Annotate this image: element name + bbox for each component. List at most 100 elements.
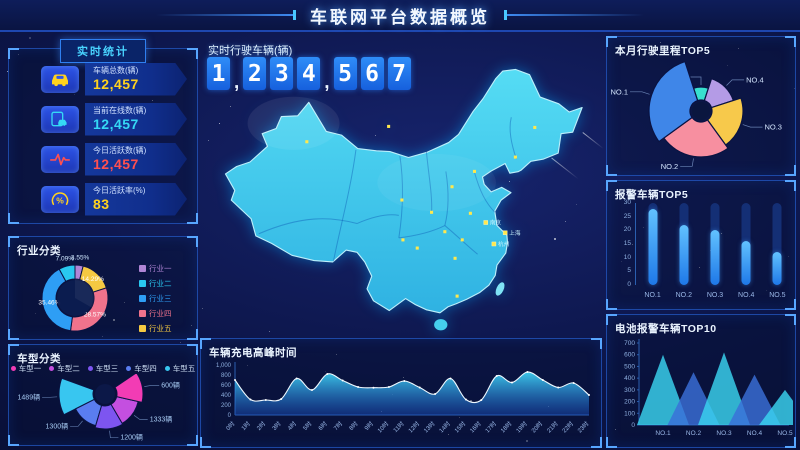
svg-text:%: % bbox=[56, 195, 64, 205]
map-dot bbox=[443, 230, 447, 234]
map-dot bbox=[453, 256, 457, 260]
triangle-NO.4 bbox=[728, 374, 781, 425]
y-tick-label: 0 bbox=[631, 422, 635, 429]
counter-digit: 3 bbox=[270, 57, 294, 90]
y-tick-label: 0 bbox=[627, 281, 631, 288]
bar-NO.5 bbox=[772, 252, 782, 285]
x-tick-label: 21时 bbox=[545, 420, 560, 435]
charging-peak-panel: 车辆充电高峰时间 1,000 800 600 400 200 0 0时 1时 2时 3时 4时 5时 6… bbox=[200, 338, 602, 448]
donut-center bbox=[57, 280, 93, 316]
stat-label: 车辆总数(辆) bbox=[93, 65, 139, 75]
star bbox=[202, 308, 203, 309]
mileage-slice-label: NO.2 bbox=[661, 162, 679, 171]
data-point bbox=[403, 380, 406, 382]
industry-panel-title: 行业分类 bbox=[17, 245, 61, 257]
map-dot bbox=[305, 140, 309, 144]
rose-slice-车型五 bbox=[58, 377, 95, 416]
y-tick-label: 600 bbox=[624, 352, 635, 359]
bar-column-NO.4: NO.4 bbox=[731, 203, 762, 299]
bar-NO.1 bbox=[648, 208, 658, 285]
stat-label: 当前在线数(辆) bbox=[93, 105, 147, 115]
y-tick-label: 25 bbox=[623, 212, 631, 220]
bars-area: NO.1 NO.2 NO.3 NO.4 NO.5 bbox=[637, 203, 793, 299]
x-tick-label: 14时 bbox=[437, 420, 452, 435]
city-label: 杭州 bbox=[498, 240, 510, 248]
percent-gauge-icon: % bbox=[41, 185, 79, 213]
x-tick-label: 23时 bbox=[576, 420, 591, 435]
legend-item-车型二[interactable]: 车型二 bbox=[49, 363, 80, 374]
legend-item-行业五[interactable]: 行业五 bbox=[139, 323, 172, 334]
map-dot bbox=[513, 155, 517, 159]
legend-item-车型三[interactable]: 车型三 bbox=[87, 363, 118, 374]
legend-label: 行业一 bbox=[149, 264, 172, 273]
pulse-icon bbox=[41, 145, 79, 173]
battery-alarm-title: 电池报警车辆TOP10 bbox=[615, 323, 717, 335]
y-tick-label: 10 bbox=[623, 253, 631, 261]
legend-swatch bbox=[164, 366, 170, 371]
hainan-island bbox=[434, 319, 448, 331]
map-dot bbox=[430, 210, 434, 214]
legend-item-行业三[interactable]: 行业三 bbox=[139, 293, 172, 304]
city-marker-南京[interactable] bbox=[483, 220, 488, 225]
legend-label: 行业四 bbox=[149, 309, 172, 318]
legend-item-行业四[interactable]: 行业四 bbox=[139, 308, 172, 319]
map-dot bbox=[533, 125, 537, 129]
legend-item-车型五[interactable]: 车型五 bbox=[164, 363, 195, 374]
data-point bbox=[572, 382, 575, 384]
battery-triangle-chart: 700 600 500 400 300 200 100 0 NO.1 NO.2 NO.3 NO.4 NO… bbox=[624, 339, 793, 437]
y-tick-label: 100 bbox=[624, 410, 635, 417]
legend-label: 车型一 bbox=[18, 364, 42, 373]
stat-value: 12,457 bbox=[93, 155, 139, 172]
data-point bbox=[295, 377, 298, 380]
map-dot bbox=[455, 294, 459, 298]
map-dot bbox=[401, 238, 405, 242]
data-point bbox=[557, 386, 560, 389]
header-decor-right bbox=[504, 10, 644, 20]
alarm-vehicles-title: 报警车辆TOP5 bbox=[615, 189, 689, 201]
x-tick-label: 19时 bbox=[514, 420, 529, 435]
bar-column-NO.5: NO.5 bbox=[762, 203, 793, 299]
data-point bbox=[264, 399, 267, 401]
map-dot bbox=[460, 238, 464, 242]
city-marker-杭州[interactable] bbox=[491, 241, 497, 247]
stat-value: 83 bbox=[93, 195, 110, 212]
legend-swatch bbox=[10, 366, 16, 371]
legend-item-行业二[interactable]: 行业二 bbox=[139, 278, 172, 289]
legend-item-车型四[interactable]: 车型四 bbox=[126, 363, 157, 374]
battery-alarm-panel: 电池报警车辆TOP10 700 600 500 400 300 200 100 0 NO.1 NO… bbox=[606, 314, 796, 448]
data-point bbox=[326, 373, 329, 375]
data-point bbox=[249, 398, 252, 401]
area-line bbox=[234, 371, 590, 404]
star bbox=[29, 37, 31, 39]
x-tick-label: NO.1 bbox=[655, 430, 671, 437]
rose-slice-label: 1489辆 bbox=[18, 392, 41, 401]
rose-slice-label: 1333辆 bbox=[150, 414, 173, 423]
phone-car-icon bbox=[41, 105, 79, 133]
legend-swatch bbox=[139, 295, 146, 302]
x-tick-label: NO.3 bbox=[706, 292, 724, 299]
data-point bbox=[280, 398, 283, 400]
star bbox=[180, 342, 181, 343]
data-point bbox=[418, 386, 421, 389]
stat-value: 12,457 bbox=[93, 75, 139, 92]
data-point bbox=[541, 379, 544, 381]
triangle-NO.1 bbox=[637, 354, 689, 425]
y-tick-label: 700 bbox=[624, 340, 635, 347]
legend-item-行业一[interactable]: 行业一 bbox=[139, 263, 172, 274]
y-tick-label: 20 bbox=[623, 226, 631, 234]
y-tick-label: 800 bbox=[221, 373, 232, 379]
rose-slice-label: 1200辆 bbox=[120, 433, 143, 442]
y-tick-label: 200 bbox=[221, 403, 232, 409]
x-tick-label: 3时 bbox=[270, 420, 282, 432]
legend-item-车型一[interactable]: 车型一 bbox=[10, 363, 42, 374]
x-tick-label: NO.5 bbox=[777, 430, 793, 437]
realtime-stats-panel: 实时统计 车辆总数(辆) 12,457 当前在线数(辆) 12,457 今日活跃数(辆)… bbox=[8, 39, 198, 224]
header-decor-left bbox=[156, 10, 296, 20]
map-dot bbox=[468, 211, 472, 215]
donut-slice-label: 3.55% bbox=[71, 254, 90, 261]
mileage-slice-label: NO.1 bbox=[611, 87, 629, 96]
city-marker-上海[interactable] bbox=[502, 230, 508, 235]
realtime-stats-badge: 实时统计 bbox=[60, 39, 146, 63]
x-tick-label: 4时 bbox=[286, 420, 298, 432]
